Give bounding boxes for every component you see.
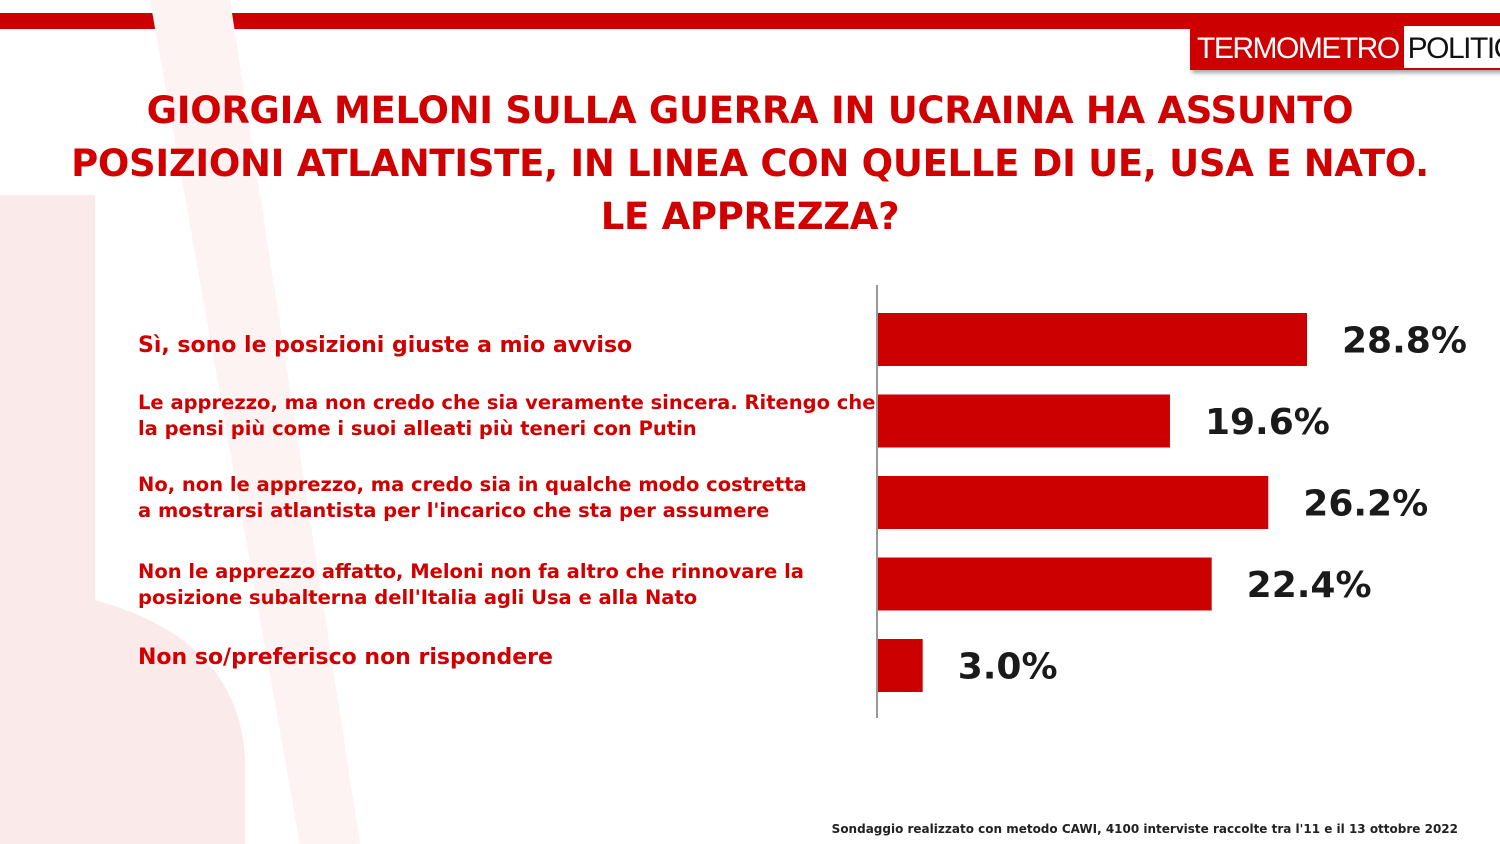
bar [878,639,923,692]
category-label-line: Non le apprezzo affatto, Meloni non fa a… [138,560,804,583]
category-label: Sì, sono le posizioni giuste a mio avvis… [138,332,868,360]
bar [878,313,1307,366]
category-label: Non so/preferisco non rispondere [138,644,868,672]
category-label-line: Sì, sono le posizioni giuste a mio avvis… [138,333,633,358]
logo-text-politico: POLITICO [1403,24,1500,70]
bar [878,557,1212,611]
termometro-politico-logo: TERMOMETRO POLITICO [1190,24,1500,70]
survey-footnote: Sondaggio realizzato con metodo CAWI, 41… [831,822,1458,836]
top-accent-bar [0,13,1500,29]
category-label: Le apprezzo, ma non credo che sia verame… [138,390,876,442]
bar [878,394,1170,448]
data-label: 22.4% [1247,565,1372,606]
bar [878,476,1269,529]
title-line: POSIZIONI ATLANTISTE, IN LINEA CON QUELL… [71,142,1429,185]
category-label-line: a mostrarsi atlantista per l'incarico ch… [138,499,770,522]
category-label-line: Non so/preferisco non rispondere [138,645,553,670]
logo-text-termometro: TERMOMETRO [1190,24,1404,70]
category-label-line: posizione subalterna dell'Italia agli Us… [138,586,698,609]
title-line: LE APPREZZA? [600,195,900,238]
category-label-line: Le apprezzo, ma non credo che sia verame… [138,391,876,414]
title-line: GIORGIA MELONI SULLA GUERRA IN UCRAINA H… [146,89,1354,132]
data-label: 19.6% [1205,402,1330,443]
category-label-line: la pensi più come i suoi alleati più ten… [138,417,697,440]
data-label: 26.2% [1303,484,1428,525]
data-label: 3.0% [958,647,1058,688]
chart-title: GIORGIA MELONI SULLA GUERRA IN UCRAINA H… [30,84,1470,243]
category-label: Non le apprezzo affatto, Meloni non fa a… [138,559,868,611]
category-label-line: No, non le apprezzo, ma credo sia in qua… [138,473,807,496]
category-label: No, non le apprezzo, ma credo sia in qua… [138,472,868,524]
data-label: 28.8% [1342,321,1467,362]
